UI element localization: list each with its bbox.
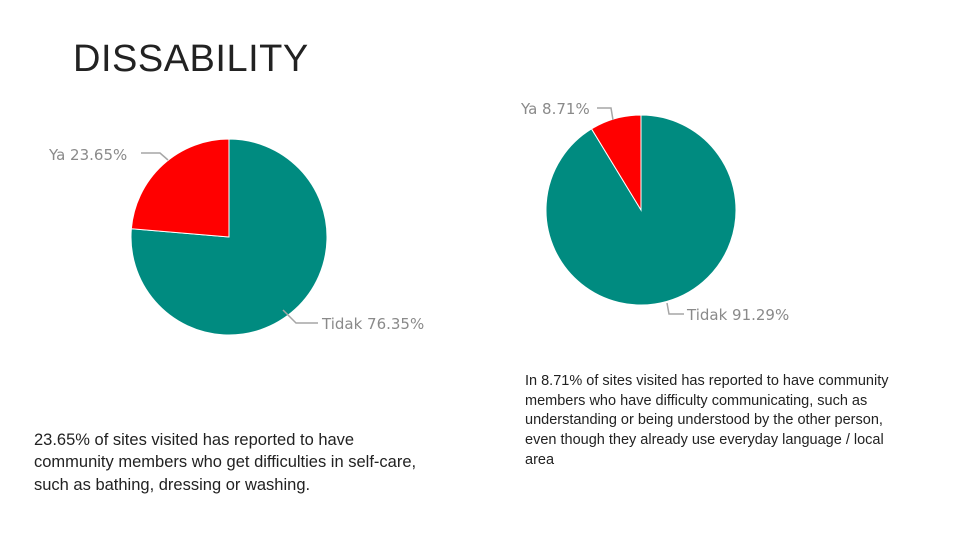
data-label-ya: Ya 23.65% <box>48 146 127 164</box>
caption-self-care: 23.65% of sites visited has reported to … <box>34 431 417 494</box>
pie-slice-ya <box>130 138 230 238</box>
caption-communication: In 8.71% of sites visited has reported t… <box>525 373 889 468</box>
data-label-ya: Ya 8.71% <box>520 100 590 118</box>
data-label-tidak: Tidak 76.35% <box>321 315 424 333</box>
pie-slice-ya <box>590 114 642 212</box>
data-label-tidak: Tidak 91.29% <box>686 306 789 324</box>
pie-chart-communication: Ya 8.71% Tidak 91.29% <box>520 100 789 324</box>
leader-line-tidak <box>282 309 318 324</box>
leader-line-ya <box>597 107 614 121</box>
pie-slice-tidak <box>130 138 328 336</box>
pie-chart-self-care: Ya 23.65% Tidak 76.35% <box>48 138 424 336</box>
leader-line-tidak <box>666 302 684 315</box>
slide-title: DISSABILITY <box>73 38 309 80</box>
leader-line-ya <box>141 152 169 161</box>
